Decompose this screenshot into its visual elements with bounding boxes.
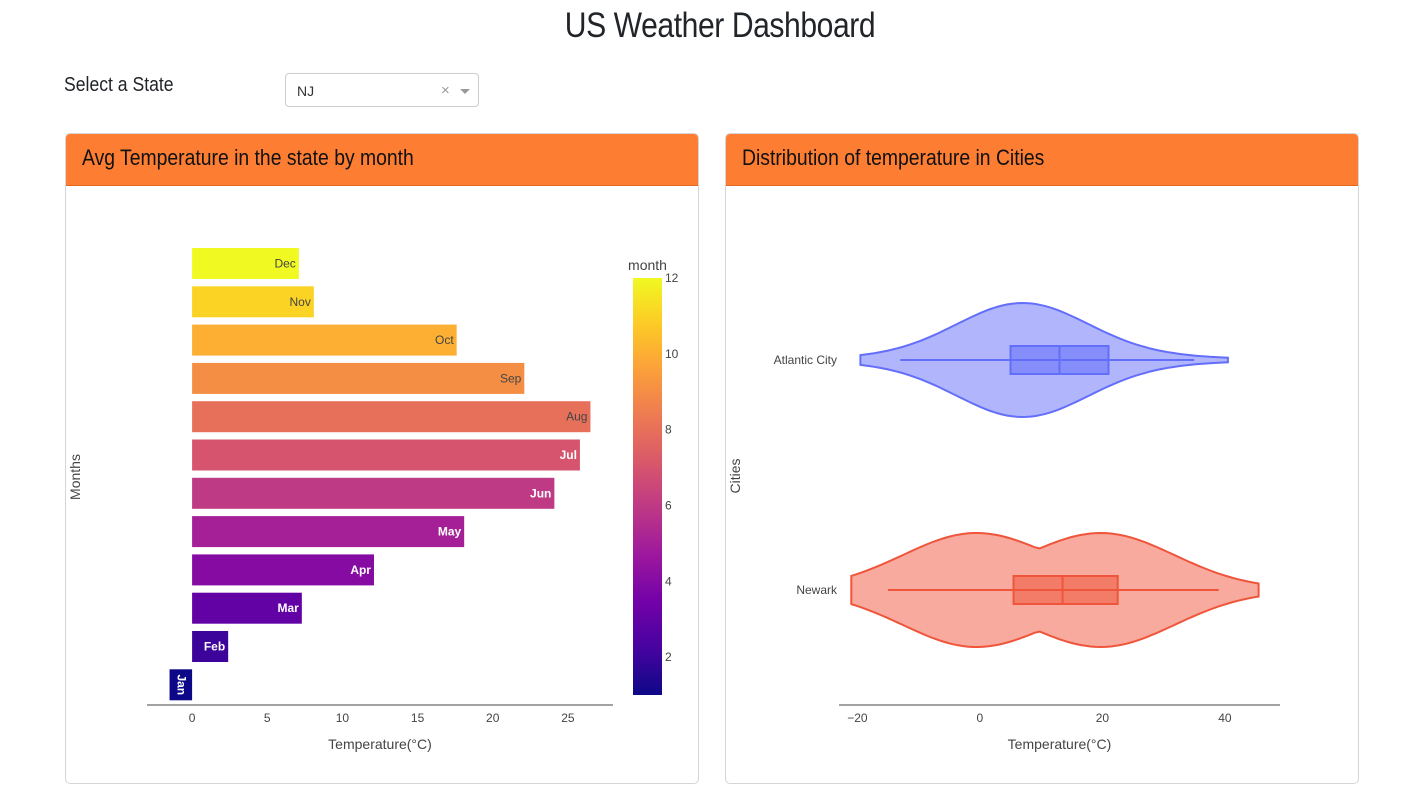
state-dropdown-value: NJ [297,83,315,99]
colorbar-tick-label: 8 [665,423,672,437]
x-tick-label: 0 [189,711,196,725]
bar-label: Mar [277,601,299,615]
bar-nov [192,286,314,318]
x-tick-label: 5 [264,711,271,725]
bar-apr [192,554,374,586]
bar-label: Feb [204,640,225,654]
bar-label: Apr [350,563,371,577]
monthly-temperature-card: Avg Temperature in the state by month Ja… [65,133,699,784]
card-body: Atlantic City Newark −20 0 20 40 Temperature(°… [726,186,1359,784]
bar-label: Dec [274,257,295,271]
page-title: US Weather Dashboard [564,6,876,45]
bar-mar [192,592,302,624]
x-axis-title: Temperature(°C) [328,736,432,752]
monthly-temperature-bar-chart[interactable]: Jan Feb Mar Apr May Jun Jul Aug Sep Oct Nov Dec 0 5 10… [66,186,699,784]
card-header: Distribution of temperature in Cities [726,134,1358,186]
colorbar-tick-label: 4 [665,574,672,588]
bar-jun [192,477,555,509]
bar-label: May [438,525,462,539]
colorbar-tick-label: 2 [665,650,672,664]
y-tick-label: Atlantic City [774,353,837,367]
box [1012,575,1119,605]
x-tick-label: −20 [847,711,868,725]
bar-oct [192,324,457,356]
state-select-label: Select a State [64,74,174,96]
bar-may [192,516,465,548]
chevron-down-icon[interactable] [460,89,470,94]
x-tick-label: 15 [411,711,425,725]
y-tick-label: Newark [796,583,838,597]
bar-feb [192,631,229,662]
bar-aug [192,401,591,433]
colorbar-tick-label: 12 [665,271,679,285]
bar-sep [192,362,525,394]
bar-label: Jan [175,674,189,695]
bar-jan [169,669,193,701]
x-tick-label: 25 [561,711,575,725]
state-dropdown[interactable]: NJ × [285,73,479,107]
bar-dec [192,248,299,279]
y-axis-title: Cities [727,458,743,493]
bar-label: Nov [290,295,311,309]
x-tick-label: 40 [1218,711,1232,725]
card-body: Jan Feb Mar Apr May Jun Jul Aug Sep Oct Nov Dec 0 5 10… [66,186,699,784]
y-axis-title: Months [67,454,83,500]
x-tick-label: 20 [1096,711,1110,725]
bar-jul [192,439,580,471]
x-tick-label: 0 [977,711,984,725]
bar-label: Jul [560,448,577,462]
city-distribution-card: Distribution of temperature in Cities At… [725,133,1359,784]
clear-icon[interactable]: × [441,82,450,99]
x-axis-title: Temperature(°C) [1008,736,1112,752]
x-tick-label: 10 [336,711,350,725]
colorbar-title: month [628,257,667,273]
colorbar-tick-label: 10 [665,347,679,361]
card-title: Distribution of temperature in Cities [742,145,1045,170]
colorbar-tick-label: 6 [665,498,672,512]
city-temperature-violin-chart[interactable]: Atlantic City Newark −20 0 20 40 Temperature(°… [726,186,1359,784]
card-header: Avg Temperature in the state by month [66,134,698,186]
colorbar [633,278,662,695]
card-title: Avg Temperature in the state by month [82,145,414,170]
bar-label: Jun [530,486,551,500]
bar-label: Aug [566,410,587,424]
x-tick-label: 20 [486,711,500,725]
bar-label: Oct [435,333,454,347]
bar-label: Sep [500,371,522,385]
